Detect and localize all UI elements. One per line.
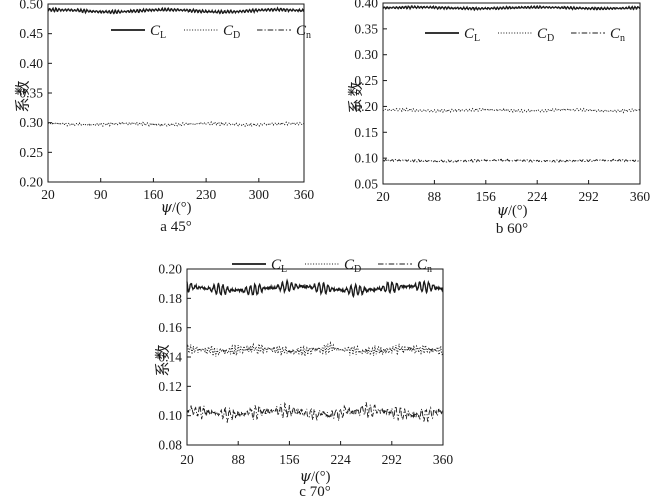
legend-label-CL: CL <box>271 257 287 275</box>
legend: CL CD Cn <box>232 257 432 275</box>
chart-60deg: 0.05 0.10 0.15 0.20 0.25 0.30 0.35 0.40 20 88 156 2… <box>333 0 650 252</box>
y-tick-label: 0.20 <box>354 99 378 114</box>
x-tick-label: 292 <box>578 189 598 204</box>
y-tick-label: 0.40 <box>19 56 43 71</box>
x-tick-label: 156 <box>279 452 300 467</box>
y-tick-label: 0.35 <box>19 86 43 101</box>
y-tick-label: 0.05 <box>354 177 378 192</box>
legend-label-CD: CD <box>537 26 554 44</box>
legend-label-Cn: Cn <box>296 23 311 41</box>
y-tick-label: 0.20 <box>158 262 182 277</box>
x-axis-ticks: 20 90 160 230 300 360 <box>41 178 314 202</box>
legend: CL CD Cn <box>425 26 625 44</box>
x-axis-title: ψ/(°) <box>131 200 221 217</box>
plot-svg-70deg: 0.08 0.10 0.12 0.14 0.16 0.18 0.20 20 88 156 224 29… <box>158 257 453 467</box>
x-tick-label: 224 <box>330 452 351 467</box>
plot-svg-45deg: 0.20 0.25 0.30 0.35 0.40 0.45 0.50 20 90 160 230 30… <box>19 0 314 202</box>
y-tick-label: 0.18 <box>158 291 182 306</box>
series-C_D-line <box>382 107 641 114</box>
x-tick-label: 360 <box>630 189 650 204</box>
x-tick-label: 224 <box>527 189 548 204</box>
x-tick-label: 88 <box>428 189 442 204</box>
series-C_n-line <box>382 158 641 164</box>
y-tick-label: 0.30 <box>19 115 43 130</box>
chart-45deg: 0.20 0.25 0.30 0.35 0.40 0.45 0.50 20 90 160 230 30… <box>0 0 332 252</box>
y-tick-label: 0.14 <box>158 350 182 365</box>
subfigure-caption-c: c 70° <box>299 484 331 500</box>
legend-label-Cn: Cn <box>417 257 432 275</box>
series-C_D-line <box>47 120 305 128</box>
plot-frame <box>382 2 641 185</box>
y-tick-label: 0.30 <box>354 47 378 62</box>
psi-symbol: ψ <box>160 200 172 216</box>
y-tick-label: 0.10 <box>354 151 378 166</box>
x-axis-title: ψ/(°) <box>270 469 360 486</box>
y-tick-label: 0.08 <box>158 438 182 453</box>
x-tick-label: 88 <box>231 452 245 467</box>
plot-frame <box>47 3 305 183</box>
y-tick-label: 0.35 <box>354 21 378 36</box>
x-tick-label: 160 <box>143 187 164 202</box>
x-tick-label: 20 <box>180 452 194 467</box>
plot-frame <box>186 268 444 446</box>
x-tick-label: 300 <box>249 187 270 202</box>
x-axis-units: /(°) <box>310 469 331 485</box>
x-axis-ticks: 20 88 156 224 292 360 <box>180 441 453 467</box>
y-tick-label: 0.40 <box>354 0 378 11</box>
x-tick-label: 90 <box>94 187 108 202</box>
x-tick-label: 20 <box>376 189 390 204</box>
x-tick-label: 360 <box>294 187 315 202</box>
x-tick-label: 230 <box>196 187 217 202</box>
y-tick-label: 0.50 <box>19 0 43 12</box>
x-tick-label: 20 <box>41 187 55 202</box>
legend-label-CL: CL <box>150 23 166 41</box>
x-axis-units: /(°) <box>507 203 528 219</box>
x-axis-units: /(°) <box>171 200 192 216</box>
x-axis-ticks: 20 88 156 224 292 360 <box>376 180 650 204</box>
y-tick-label: 0.20 <box>19 175 43 190</box>
series-C_D-line <box>186 340 444 357</box>
subfigure-caption-a: a 45° <box>160 219 192 235</box>
y-axis-title: 系数 <box>348 79 365 114</box>
y-axis-ticks: 0.05 0.10 0.15 0.20 0.25 0.30 0.35 0.40 <box>354 0 387 192</box>
y-axis-title: 系数 <box>15 78 32 113</box>
series-C_L-line <box>382 4 641 12</box>
x-axis-title: ψ/(°) <box>467 203 557 220</box>
chart-70deg: 0.08 0.10 0.12 0.14 0.16 0.18 0.20 20 88 156 224 29… <box>140 255 470 500</box>
series-C_n-line <box>186 401 444 423</box>
y-tick-label: 0.16 <box>158 320 182 335</box>
x-tick-label: 156 <box>476 189 497 204</box>
y-tick-label: 0.12 <box>158 379 182 394</box>
y-tick-label: 0.25 <box>354 73 378 88</box>
legend-label-CD: CD <box>344 257 361 275</box>
legend: CL CD Cn <box>111 23 311 41</box>
y-axis-ticks: 0.08 0.10 0.12 0.14 0.16 0.18 0.20 <box>158 262 191 453</box>
psi-symbol: ψ <box>496 203 508 219</box>
y-tick-label: 0.25 <box>19 145 43 160</box>
x-tick-label: 292 <box>382 452 402 467</box>
y-tick-label: 0.15 <box>354 125 378 140</box>
x-tick-label: 360 <box>433 452 454 467</box>
legend-label-CL: CL <box>464 26 480 44</box>
series-C_L-line <box>186 278 444 299</box>
y-axis-ticks: 0.20 0.25 0.30 0.35 0.40 0.45 0.50 <box>19 0 52 190</box>
y-tick-label: 0.45 <box>19 26 43 41</box>
subfigure-caption-b: b 60° <box>495 221 529 237</box>
psi-symbol: ψ <box>299 469 311 485</box>
y-axis-title: 系数 <box>155 342 172 377</box>
legend-label-Cn: Cn <box>610 26 625 44</box>
legend-label-CD: CD <box>223 23 240 41</box>
y-tick-label: 0.10 <box>158 408 182 423</box>
series-C_L-line <box>47 6 305 15</box>
